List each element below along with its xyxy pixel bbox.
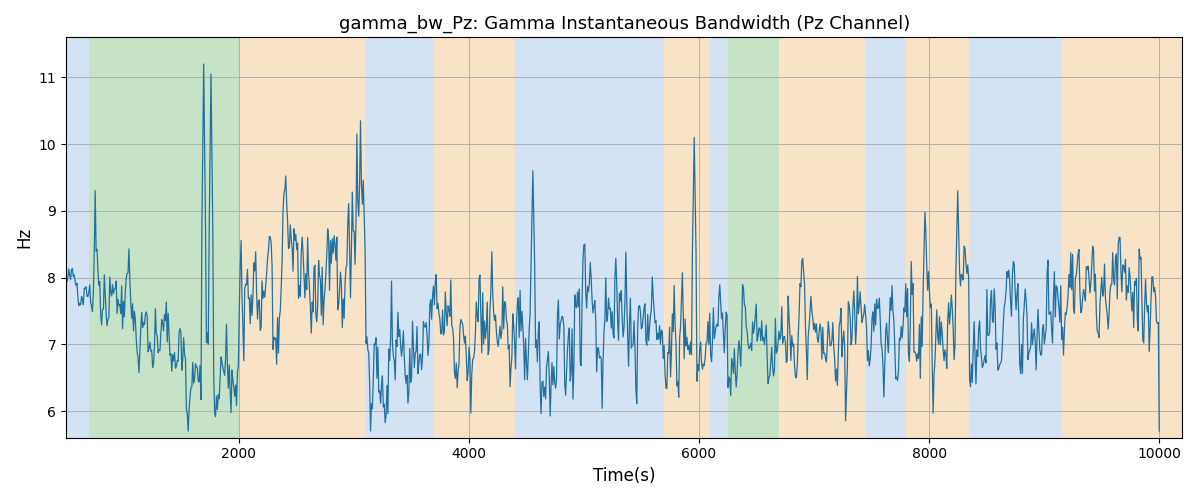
Bar: [665, 38, 710, 438]
Title: gamma_bw_Pz: Gamma Instantaneous Bandwidth (Pz Channel): gamma_bw_Pz: Gamma Instantaneous Bandwid…: [338, 15, 910, 34]
Bar: [906, 38, 970, 438]
Bar: [89, 38, 239, 438]
Bar: [66, 38, 89, 438]
Bar: [780, 38, 865, 438]
Bar: [865, 38, 906, 438]
Bar: [515, 38, 665, 438]
Bar: [434, 38, 515, 438]
Bar: [1062, 38, 1182, 438]
Bar: [710, 38, 727, 438]
Bar: [365, 38, 434, 438]
Bar: [727, 38, 780, 438]
Bar: [970, 38, 1062, 438]
Bar: [239, 38, 365, 438]
Y-axis label: Hz: Hz: [14, 227, 32, 248]
X-axis label: Time(s): Time(s): [593, 467, 655, 485]
